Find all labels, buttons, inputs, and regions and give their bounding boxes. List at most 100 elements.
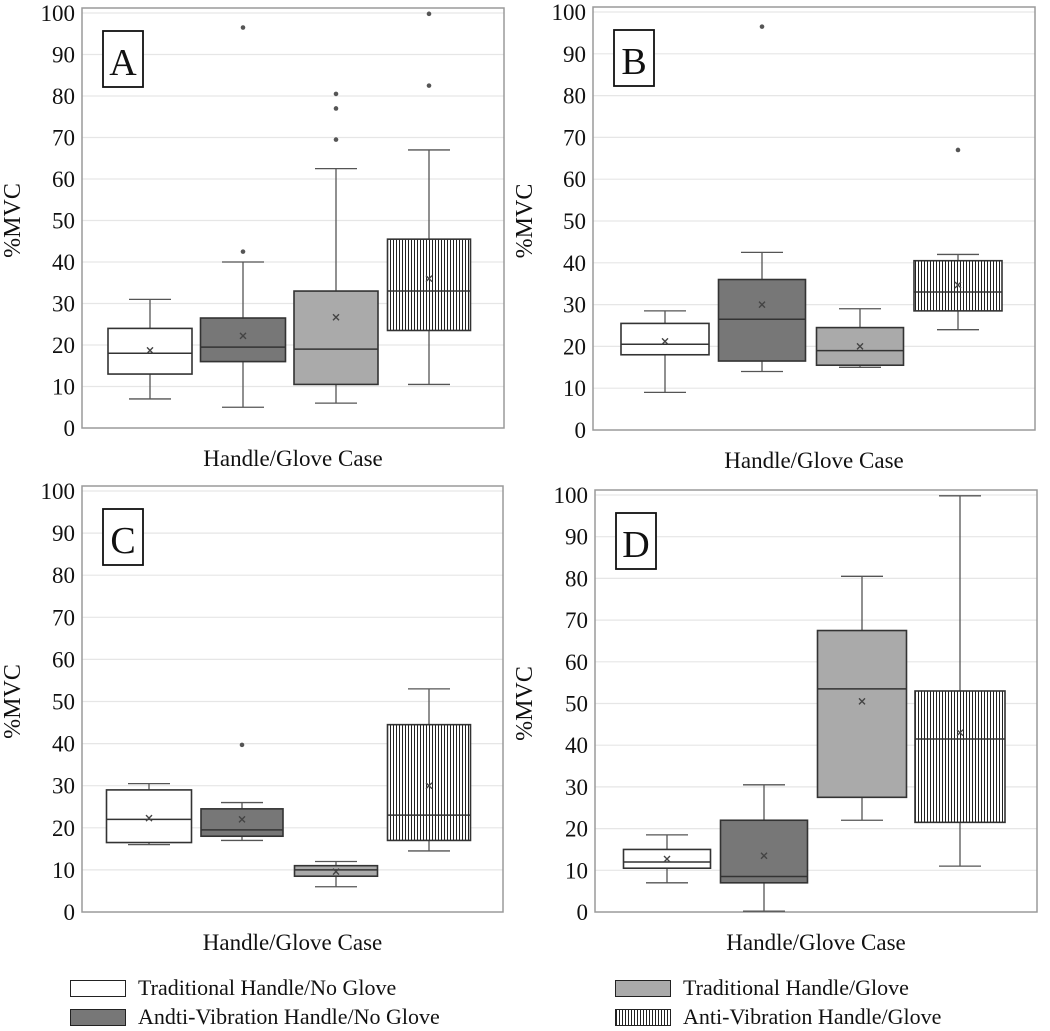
- box-series-1: [719, 784, 809, 912]
- box-iqr: [200, 808, 284, 838]
- box-series-0: [620, 310, 710, 394]
- plot-frame: [594, 489, 1038, 913]
- y-tick-label: 0: [64, 416, 76, 441]
- legend-swatch-white: [70, 979, 126, 997]
- outlier-point: [426, 83, 432, 88]
- y-axis-label: %MVC: [512, 184, 538, 259]
- box-iqr: [105, 789, 193, 844]
- box-iqr: [717, 278, 807, 362]
- x-axis-label: Handle/Glove Case: [203, 446, 382, 471]
- box-iqr: [719, 819, 809, 884]
- box-series-3: [914, 495, 1006, 867]
- legend-swatch-stripes: [615, 1008, 671, 1026]
- outlier-point: [240, 249, 246, 254]
- legend-item-antivibration-no-glove: Andti-Vibration Handle/No Glove: [70, 1004, 440, 1030]
- box-iqr: [386, 723, 472, 842]
- panel-c: 0 10 20 30 40 50 60 70 80 90 100 %MVC Handle/Glove C…: [0, 479, 504, 955]
- box-series-2: [293, 91, 379, 404]
- box-series-0: [107, 298, 193, 400]
- mean-marker: [661, 337, 669, 345]
- mean-marker: [425, 782, 433, 790]
- mean-marker: [954, 281, 962, 289]
- box-series-1: [717, 24, 807, 373]
- panel-a: 0 10 20 30 40 50 60 70 80 90 100 %MVC Handle/Glove C…: [0, 1, 505, 471]
- mean-marker: [146, 346, 154, 354]
- mean-marker: [663, 855, 671, 863]
- y-tick-label: 20: [563, 334, 586, 359]
- outlier-point: [239, 742, 245, 748]
- panel-label-box: [102, 508, 144, 566]
- mean-marker: [238, 815, 246, 823]
- y-tick-label: 0: [577, 900, 589, 925]
- box-iqr: [199, 317, 287, 363]
- y-tick-label: 90: [52, 43, 75, 68]
- legend-swatch-light: [615, 979, 671, 997]
- y-axis-label: %MVC: [0, 183, 26, 258]
- mean-marker: [332, 313, 340, 321]
- mean-marker: [858, 697, 866, 705]
- plot-frame: [81, 485, 504, 913]
- legend-item-antivibration-glove: Anti-Vibration Handle/Glove: [615, 1004, 941, 1030]
- y-tick-label: 50: [565, 692, 588, 717]
- legend-label: Traditional Handle/No Glove: [138, 975, 397, 1000]
- panel-label: C: [110, 520, 135, 562]
- y-tick-label: 50: [563, 209, 586, 234]
- y-tick-label: 100: [41, 1, 76, 26]
- legend-swatch-dark: [70, 1008, 126, 1026]
- mean-marker: [760, 852, 768, 860]
- y-tick-label: 80: [563, 84, 586, 109]
- legend-label: Anti-Vibration Handle/Glove: [683, 1004, 942, 1029]
- y-tick-label: 40: [565, 733, 588, 758]
- outlier-point: [333, 91, 339, 97]
- y-tick-label: 10: [565, 858, 588, 883]
- panel-label-box: [615, 512, 657, 570]
- y-tick-label: 30: [52, 292, 75, 317]
- y-tick-label: 90: [52, 521, 75, 546]
- y-tick-label: 10: [52, 375, 75, 400]
- box-series-1: [200, 742, 284, 842]
- y-tick-label: 40: [563, 251, 586, 276]
- box-series-1: [199, 25, 287, 408]
- box-iqr: [293, 290, 379, 386]
- y-tick-label: 60: [565, 650, 588, 675]
- panel-label-box: [102, 30, 144, 88]
- box-series-3: [386, 688, 472, 852]
- outlier-point: [759, 24, 765, 29]
- y-tick-label: 20: [52, 333, 75, 358]
- mean-marker: [856, 342, 864, 350]
- y-tick-label: 100: [552, 0, 587, 25]
- y-tick-label: 0: [575, 418, 587, 443]
- panel-b: 0 10 20 30 40 50 60 70 80 90 100 %MVC Handle/Glove C…: [512, 0, 1036, 473]
- y-tick-label: 80: [52, 563, 75, 588]
- panel-label-box: [613, 29, 655, 87]
- legend-label: Andti-Vibration Handle/No Glove: [138, 1004, 440, 1029]
- panel-label: D: [622, 524, 649, 566]
- box-series-2: [816, 575, 908, 821]
- plot-frame: [592, 6, 1036, 431]
- y-tick-label: 50: [52, 209, 75, 234]
- box-iqr: [816, 629, 908, 799]
- y-tick-label: 90: [563, 42, 586, 67]
- y-tick-label: 100: [41, 479, 76, 504]
- mean-marker: [758, 301, 766, 309]
- outlier-point: [240, 25, 246, 30]
- box-series-0: [622, 834, 712, 884]
- box-iqr: [386, 238, 472, 332]
- x-axis-label: Handle/Glove Case: [203, 930, 382, 955]
- y-axis-label: %MVC: [0, 664, 26, 739]
- y-tick-label: 10: [52, 858, 75, 883]
- x-axis-label: Handle/Glove Case: [726, 930, 905, 955]
- y-tick-label: 60: [52, 647, 75, 672]
- y-tick-label: 40: [52, 732, 75, 757]
- y-axis-label: %MVC: [512, 666, 538, 741]
- panel-label: B: [621, 41, 646, 83]
- y-tick-label: 20: [565, 817, 588, 842]
- box-iqr: [914, 690, 1006, 824]
- box-series-2: [815, 308, 905, 368]
- y-tick-label: 90: [565, 525, 588, 550]
- y-tick-label: 20: [52, 816, 75, 841]
- box-iqr: [620, 322, 710, 356]
- y-tick-label: 40: [52, 250, 75, 275]
- y-tick-label: 30: [563, 293, 586, 318]
